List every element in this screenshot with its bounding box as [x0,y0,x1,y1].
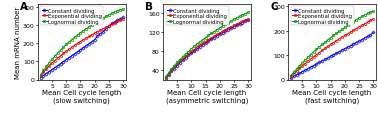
X-axis label: Mean Cell cycle length
(asymmetric switching): Mean Cell cycle length (asymmetric switc… [166,89,248,103]
Text: C: C [270,2,278,12]
Legend: Constant dividing, Exponential dividing, Lognormal dividing: Constant dividing, Exponential dividing,… [291,7,354,26]
Text: A: A [20,2,28,12]
X-axis label: Mean Cell cycle length
(slow switching): Mean Cell cycle length (slow switching) [42,89,121,103]
Legend: Constant dividing, Exponential dividing, Lognormal dividing: Constant dividing, Exponential dividing,… [166,7,229,26]
Text: B: B [145,2,153,12]
X-axis label: Mean Cell cycle length
(fast switching): Mean Cell cycle length (fast switching) [293,89,372,103]
Y-axis label: Mean mRNA number: Mean mRNA number [15,6,21,78]
Legend: Constant dividing, Exponential dividing, Lognormal dividing: Constant dividing, Exponential dividing,… [40,7,104,26]
